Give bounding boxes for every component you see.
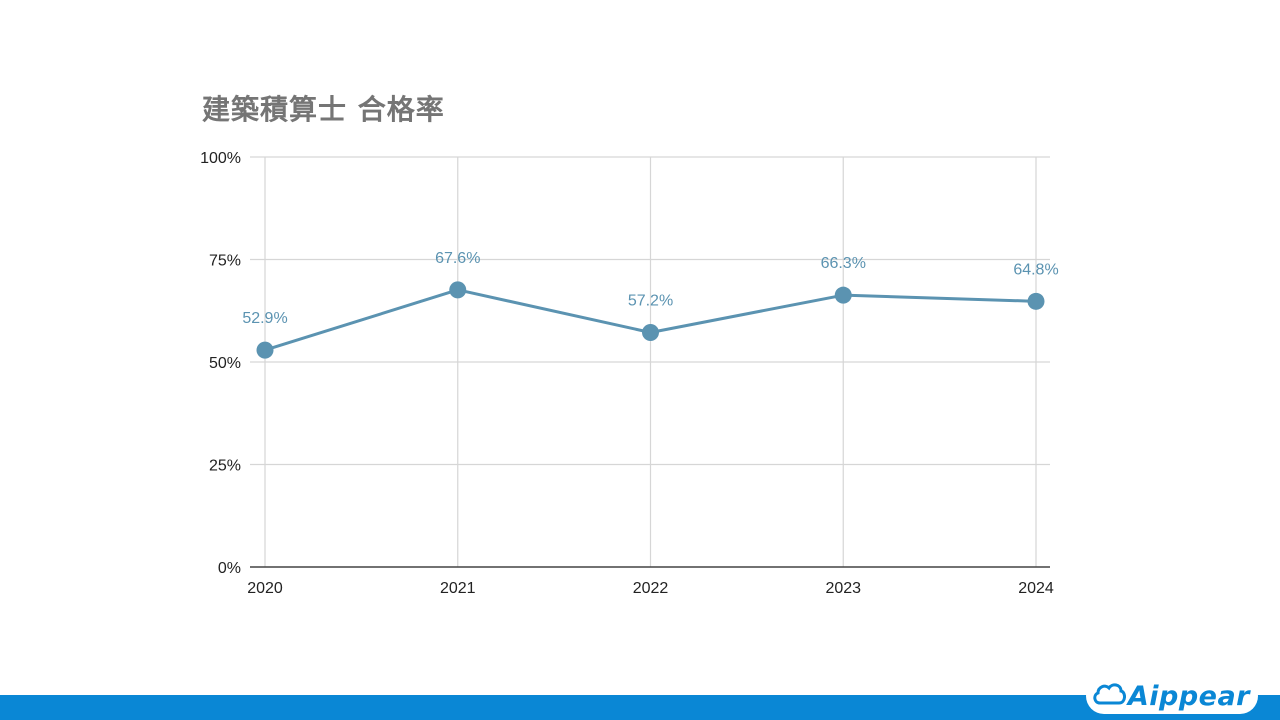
x-tick-label: 2021 <box>440 580 476 597</box>
data-label: 64.8% <box>1013 261 1058 278</box>
y-tick-label: 75% <box>209 253 241 270</box>
brand-name: Aippear <box>1127 680 1250 712</box>
y-tick-label: 25% <box>209 458 241 475</box>
data-point <box>256 341 274 359</box>
y-tick-label: 0% <box>218 560 241 577</box>
data-point <box>449 281 467 299</box>
x-tick-label: 2022 <box>633 580 669 597</box>
cloud-icon <box>1092 681 1126 712</box>
chart-title: 建築積算士 合格率 <box>202 93 445 126</box>
y-tick-label: 50% <box>209 355 241 372</box>
footer-bar <box>0 695 1280 720</box>
data-point <box>834 286 852 304</box>
x-tick-label: 2020 <box>247 580 283 597</box>
data-label: 66.3% <box>821 255 866 272</box>
brand-logo: Aippear <box>1085 678 1258 714</box>
data-label: 57.2% <box>628 292 673 309</box>
data-point <box>642 323 659 341</box>
data-point <box>1027 292 1045 310</box>
y-tick-label: 100% <box>200 150 241 167</box>
x-tick-label: 2023 <box>825 580 861 597</box>
data-label: 67.6% <box>435 250 480 267</box>
data-label: 52.9% <box>242 310 287 327</box>
x-tick-label: 2024 <box>1018 580 1054 597</box>
